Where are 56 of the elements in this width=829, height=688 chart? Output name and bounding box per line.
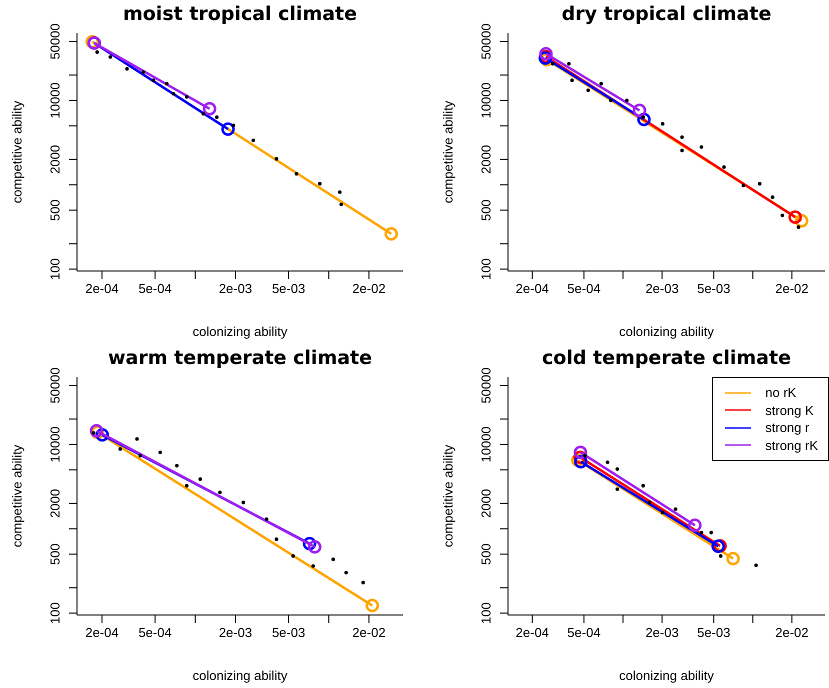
y-tick-label: 10000 bbox=[478, 82, 494, 118]
x-tick-label: 5e-03 bbox=[272, 625, 306, 640]
y-tick-label: 50000 bbox=[48, 367, 62, 404]
y-tick-label: 500 bbox=[48, 543, 62, 566]
y-axis-title: competitive ability bbox=[10, 444, 24, 548]
x-axis-title: colonizing ability bbox=[619, 324, 714, 339]
x-tick-label: 2e-02 bbox=[352, 625, 386, 640]
legend-label: strong rK bbox=[765, 438, 818, 453]
y-tick-label: 500 bbox=[48, 199, 62, 222]
y-tick-label: 50000 bbox=[478, 367, 494, 404]
x-tick-label: 2e-02 bbox=[775, 625, 808, 640]
x-tick-label: 2e-03 bbox=[645, 281, 679, 296]
legend-label: strong K bbox=[765, 402, 814, 418]
y-axis-title: competitive ability bbox=[440, 100, 456, 204]
x-axis-title: colonizing ability bbox=[192, 668, 288, 683]
x-tick-label: 2e-03 bbox=[218, 625, 252, 640]
y-tick-label: 10000 bbox=[48, 426, 62, 462]
x-tick-label: 5e-04 bbox=[138, 625, 172, 640]
y-tick-label: 100 bbox=[478, 602, 494, 624]
y-tick-label: 500 bbox=[478, 543, 494, 566]
y-axis-title: competitive ability bbox=[10, 100, 24, 204]
x-tick-label: 2e-04 bbox=[85, 281, 119, 296]
y-tick-label: 100 bbox=[48, 602, 62, 624]
x-tick-label: 5e-03 bbox=[697, 281, 730, 296]
x-tick-label: 5e-03 bbox=[697, 625, 730, 640]
y-tick-label: 2000 bbox=[48, 144, 62, 174]
chart-title: cold temperate climate bbox=[541, 347, 792, 369]
x-tick-label: 5e-04 bbox=[567, 625, 601, 640]
y-tick-label: 2000 bbox=[478, 488, 494, 518]
y-tick-label: 10000 bbox=[478, 426, 494, 462]
y-tick-label: 2000 bbox=[48, 488, 62, 518]
y-tick-label: 500 bbox=[478, 199, 494, 222]
y-axis-title: competitive ability bbox=[440, 444, 456, 548]
y-tick-label: 10000 bbox=[48, 82, 62, 118]
x-tick-label: 2e-03 bbox=[645, 625, 679, 640]
legend-label: strong r bbox=[765, 420, 810, 436]
x-axis-title: colonizing ability bbox=[192, 324, 288, 339]
chart-title: warm temperate climate bbox=[106, 347, 374, 369]
y-tick-label: 100 bbox=[478, 258, 494, 280]
x-tick-label: 2e-04 bbox=[85, 625, 119, 640]
y-tick-label: 2000 bbox=[478, 144, 494, 174]
x-tick-label: 2e-04 bbox=[516, 625, 549, 640]
x-tick-label: 2e-04 bbox=[516, 281, 549, 296]
x-axis-title: colonizing ability bbox=[619, 668, 714, 683]
x-tick-label: 5e-04 bbox=[138, 281, 172, 296]
x-tick-label: 5e-03 bbox=[272, 281, 306, 296]
chart-title: moist tropical climate bbox=[122, 3, 358, 25]
y-tick-label: 50000 bbox=[48, 23, 62, 60]
x-tick-label: 2e-03 bbox=[218, 281, 252, 296]
y-tick-label: 50000 bbox=[478, 23, 494, 60]
x-tick-label: 2e-02 bbox=[352, 281, 386, 296]
x-tick-label: 2e-02 bbox=[775, 281, 808, 296]
y-tick-label: 100 bbox=[48, 258, 62, 280]
legend-label: no rK bbox=[765, 385, 796, 400]
chart-title: dry tropical climate bbox=[560, 3, 772, 25]
x-tick-label: 5e-04 bbox=[567, 281, 601, 296]
